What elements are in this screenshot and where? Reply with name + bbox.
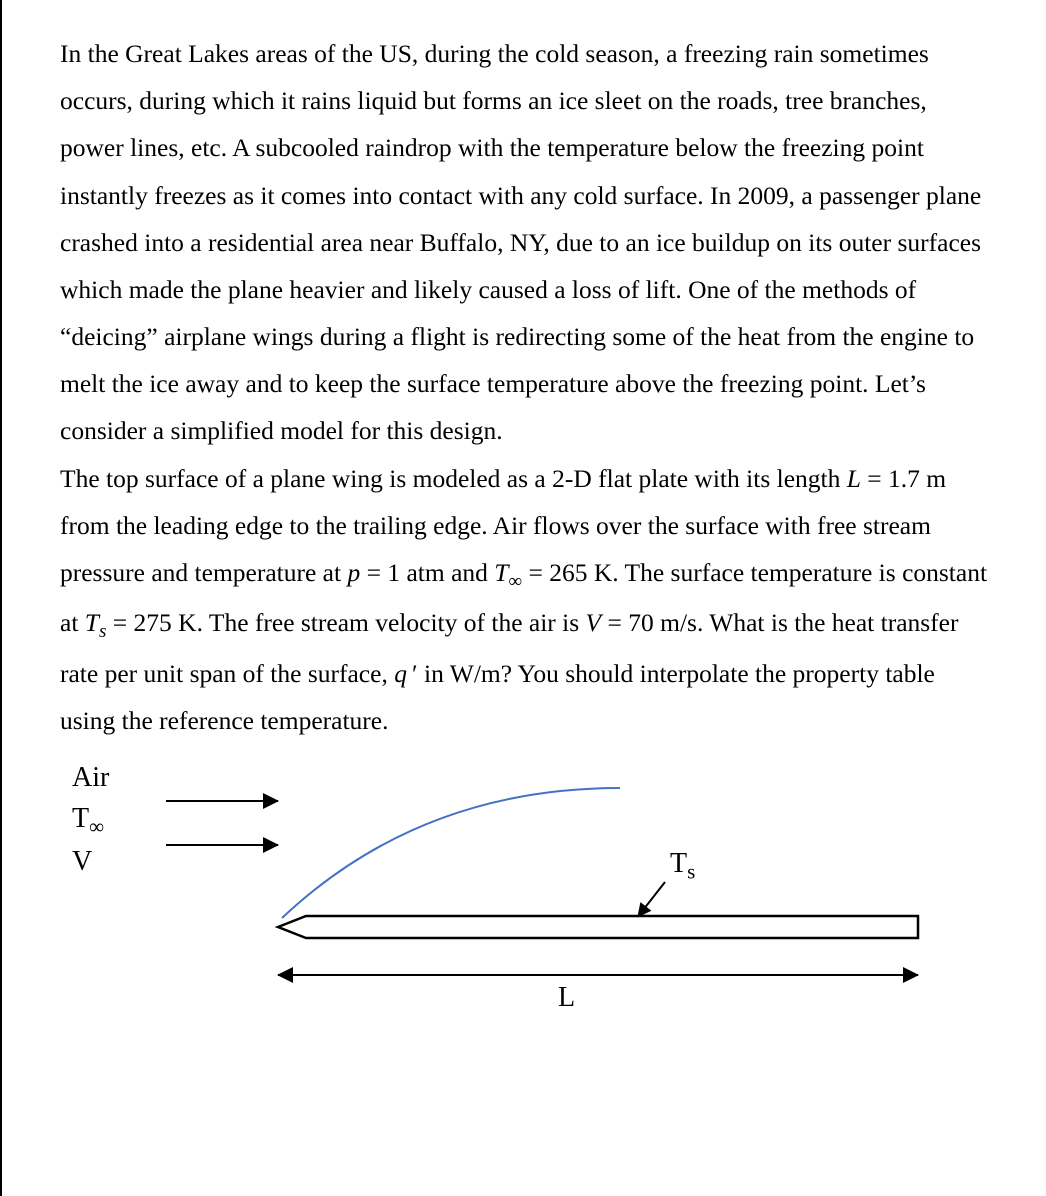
label-Ts: Ts — [670, 848, 695, 885]
wing-diagram: Air T∞ V Ts L — [60, 758, 960, 1018]
paragraph-2: The top surface of a plane wing is model… — [60, 455, 996, 745]
wing-svg — [60, 758, 960, 1018]
boundary-layer-curve — [282, 788, 620, 918]
length-dimension-arrow — [278, 974, 918, 976]
paragraph-1: In the Great Lakes areas of the US, duri… — [60, 30, 996, 455]
label-L: L — [558, 982, 575, 1014]
page: In the Great Lakes areas of the US, duri… — [0, 0, 1046, 1196]
problem-text: In the Great Lakes areas of the US, duri… — [60, 30, 996, 744]
flat-plate — [278, 916, 918, 938]
